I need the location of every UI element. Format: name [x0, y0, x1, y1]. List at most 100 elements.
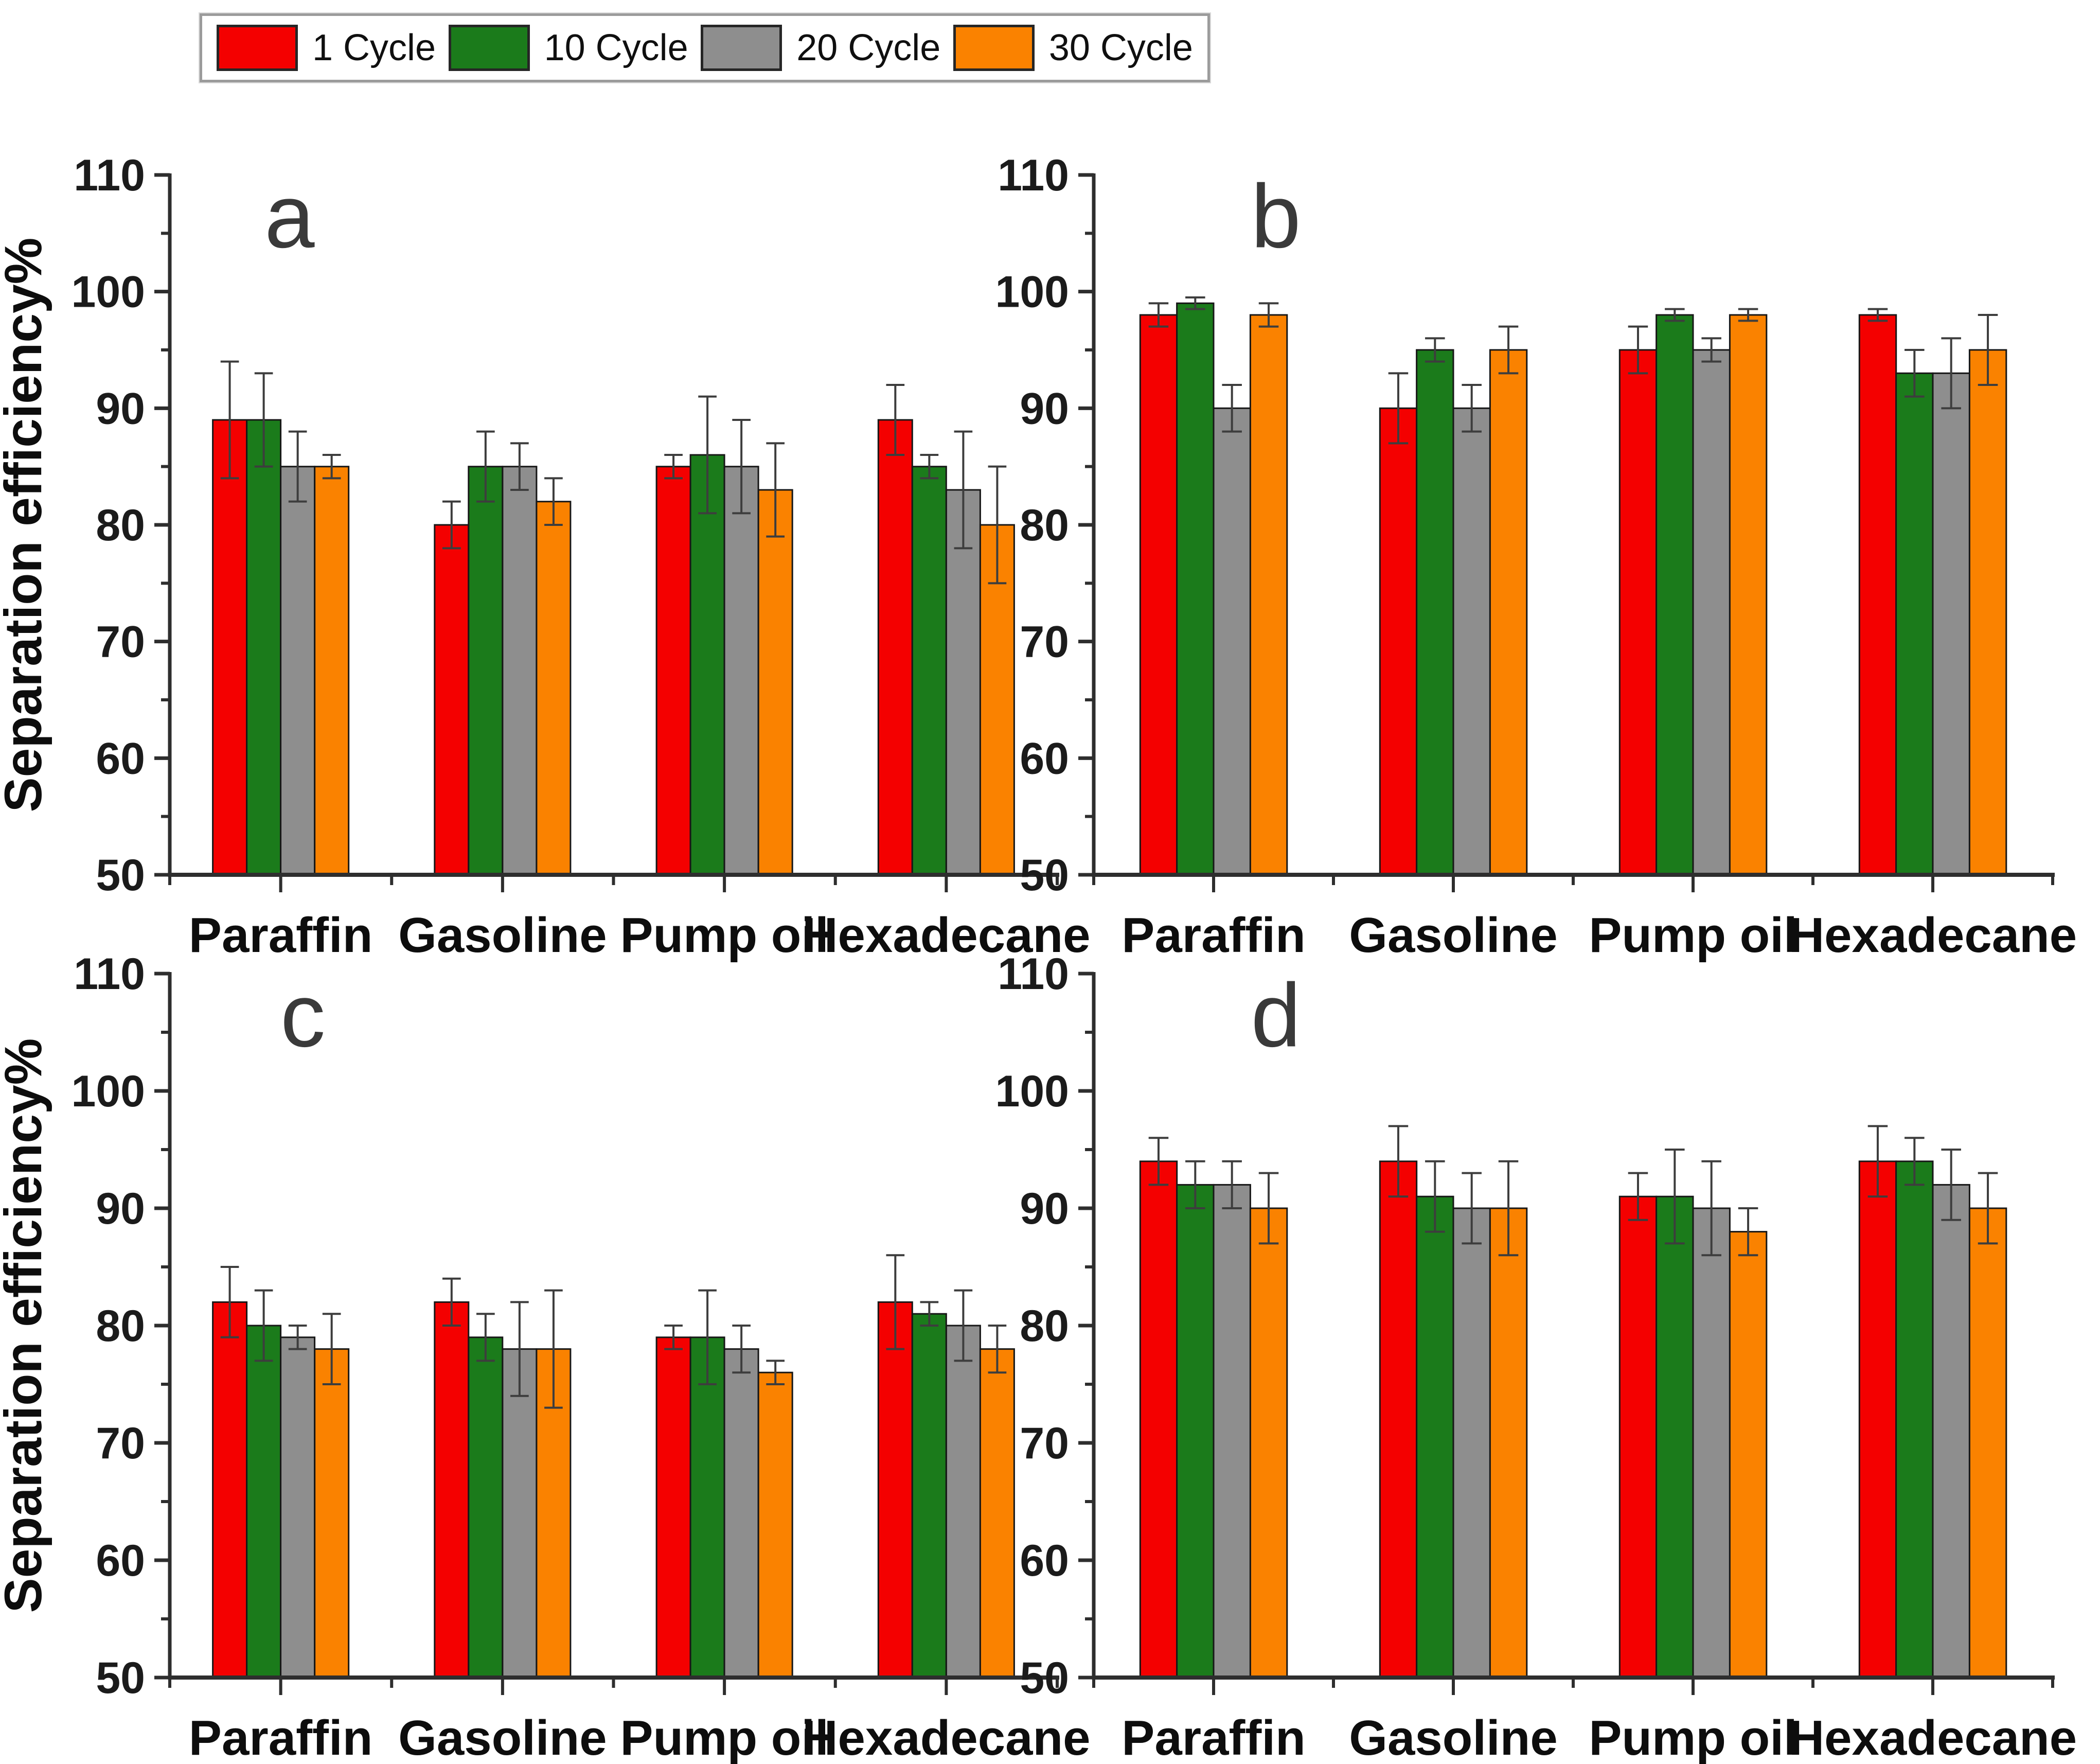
y-tick-label: 110	[998, 949, 1069, 999]
bar-b-paraffin-30-cycle	[1249, 314, 1288, 876]
legend-label: 30 Cycle	[1048, 27, 1193, 68]
legend: 1 Cycle 10 Cycle 20 Cycle 30 Cycle	[199, 12, 1211, 83]
panel-letter-d: d	[1251, 965, 1301, 1066]
category-label: Gasoline	[398, 1710, 607, 1764]
bar-c-hexadecane-10-cycle	[911, 1313, 947, 1679]
panel-letter-b: b	[1251, 167, 1301, 267]
category-label: Gasoline	[398, 908, 607, 963]
bar-d-hexadecane-1-cycle	[1858, 1160, 1897, 1679]
y-tick-label: 110	[74, 151, 145, 200]
bar-a-hexadecane-10-cycle	[911, 466, 947, 876]
bar-c-pump-oil-10-cycle	[689, 1336, 725, 1679]
bar-b-hexadecane-10-cycle	[1895, 372, 1934, 876]
y-tick-label: 110	[998, 151, 1069, 200]
bar-c-hexadecane-30-cycle	[979, 1348, 1015, 1679]
category-label: Paraffin	[1122, 1710, 1305, 1764]
bar-b-gasoline-20-cycle	[1452, 407, 1491, 876]
category-label: Paraffin	[1122, 908, 1305, 963]
bar-c-paraffin-20-cycle	[280, 1336, 316, 1679]
bar-a-gasoline-1-cycle	[434, 524, 470, 876]
legend-item: 30 Cycle	[953, 25, 1193, 71]
y-tick-label: 80	[1020, 1301, 1069, 1351]
category-label: Hexadecane	[1789, 908, 2077, 963]
y-tick-label: 100	[995, 268, 1070, 317]
y-axis-title: Separation efficiency%	[0, 238, 52, 813]
panel-b-chart: 50 60 70 80 90 100 110 Paraffin Gasoline Pump oil…	[995, 151, 2077, 963]
bar-d-paraffin-1-cycle	[1139, 1160, 1178, 1679]
legend-label: 10 Cycle	[544, 27, 688, 68]
bar-c-gasoline-10-cycle	[468, 1336, 504, 1679]
bar-b-hexadecane-1-cycle	[1858, 314, 1897, 876]
bar-c-paraffin-10-cycle	[246, 1325, 282, 1679]
y-tick-label: 50	[1020, 1653, 1069, 1703]
legend-swatch-4	[953, 25, 1035, 71]
bar-b-pump-oil-20-cycle	[1692, 349, 1731, 876]
category-label: Pump oil	[620, 1710, 828, 1764]
panel-c-chart: 50 60 70 80 90 100 110 Paraffin Gasoline Pump oil…	[0, 949, 1091, 1764]
y-tick-label: 80	[96, 1301, 145, 1351]
y-tick-label: 100	[72, 1067, 146, 1116]
bar-a-pump-oil-30-cycle	[757, 489, 793, 876]
legend-label: 1 Cycle	[312, 27, 436, 68]
y-tick-label: 80	[1020, 501, 1069, 550]
bar-a-pump-oil-1-cycle	[655, 466, 691, 876]
category-label: Pump oil	[1589, 1710, 1797, 1764]
y-tick-label: 90	[1020, 1184, 1069, 1233]
bar-d-paraffin-10-cycle	[1176, 1184, 1215, 1679]
category-label: Gasoline	[1349, 1710, 1557, 1764]
y-tick-label: 70	[96, 1419, 145, 1468]
bar-a-paraffin-20-cycle	[280, 466, 316, 876]
bar-a-paraffin-1-cycle	[212, 419, 248, 876]
bar-d-gasoline-10-cycle	[1416, 1195, 1454, 1679]
legend-swatch-2	[448, 25, 530, 71]
category-label: Hexadecane	[802, 908, 1090, 963]
bar-c-pump-oil-1-cycle	[655, 1336, 691, 1679]
bar-b-pump-oil-30-cycle	[1729, 314, 1768, 876]
legend-item: 20 Cycle	[701, 25, 940, 71]
bar-d-pump-oil-10-cycle	[1656, 1195, 1694, 1679]
category-label: Pump oil	[620, 908, 828, 963]
bar-c-hexadecane-1-cycle	[877, 1301, 913, 1679]
bar-d-hexadecane-30-cycle	[1968, 1207, 2007, 1679]
bar-c-paraffin-1-cycle	[212, 1301, 248, 1679]
y-tick-label: 70	[1020, 618, 1069, 667]
y-tick-label: 50	[1020, 851, 1069, 900]
bar-d-gasoline-30-cycle	[1489, 1207, 1528, 1679]
category-label: Paraffin	[189, 1710, 372, 1764]
bar-a-pump-oil-20-cycle	[723, 466, 759, 876]
panel-a-chart: 50 60 70 80 90 100 110 Paraffin Gasoline Pump oil…	[0, 151, 1091, 963]
bar-a-paraffin-10-cycle	[246, 419, 282, 876]
legend-swatch-1	[217, 25, 298, 71]
bar-d-gasoline-20-cycle	[1452, 1207, 1491, 1679]
category-label: Pump oil	[1589, 908, 1797, 963]
y-tick-label: 60	[96, 1536, 145, 1585]
bar-c-paraffin-30-cycle	[314, 1348, 350, 1679]
bar-b-paraffin-1-cycle	[1139, 314, 1178, 876]
bar-a-pump-oil-10-cycle	[689, 454, 725, 876]
y-tick-label: 90	[1020, 384, 1069, 433]
bar-b-gasoline-30-cycle	[1489, 349, 1528, 876]
panel-d-chart: 50 60 70 80 90 100 110 Paraffin Gasoline Pump oil…	[995, 949, 2077, 1764]
y-tick-label: 50	[96, 1653, 145, 1703]
panel-letter-c: c	[280, 965, 326, 1066]
y-tick-label: 100	[72, 268, 146, 317]
bar-a-gasoline-20-cycle	[502, 466, 538, 876]
y-tick-label: 80	[96, 501, 145, 550]
y-tick-label: 70	[96, 618, 145, 667]
bar-a-paraffin-30-cycle	[314, 466, 350, 876]
legend-label: 20 Cycle	[796, 27, 941, 68]
y-tick-label: 110	[74, 949, 145, 999]
y-tick-label: 90	[96, 384, 145, 433]
category-label: Paraffin	[189, 908, 372, 963]
bar-b-paraffin-20-cycle	[1213, 407, 1251, 876]
bar-d-paraffin-30-cycle	[1249, 1207, 1288, 1679]
y-tick-label: 100	[995, 1067, 1070, 1116]
bar-a-hexadecane-1-cycle	[877, 419, 913, 876]
bar-a-hexadecane-20-cycle	[945, 489, 981, 876]
y-tick-label: 60	[96, 734, 145, 783]
bar-d-paraffin-20-cycle	[1213, 1184, 1251, 1679]
bar-b-paraffin-10-cycle	[1176, 302, 1215, 876]
legend-item: 10 Cycle	[448, 25, 688, 71]
category-label: Hexadecane	[802, 1710, 1090, 1764]
